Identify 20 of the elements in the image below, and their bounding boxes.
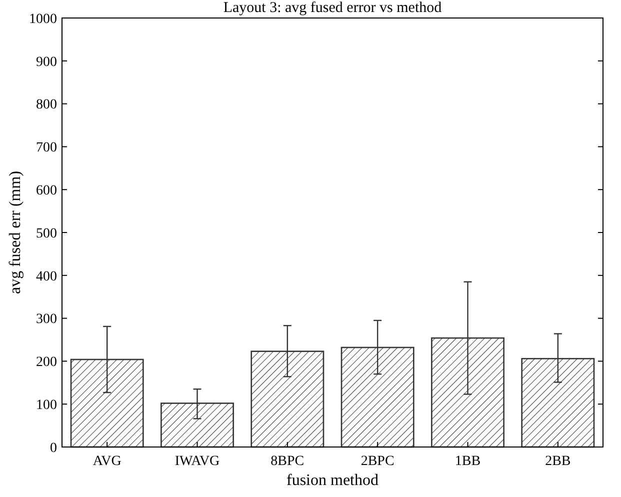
x-axis-title: fusion method bbox=[286, 472, 378, 489]
x-tick-label: 1BB bbox=[454, 454, 481, 469]
x-tick-label: 8BPC bbox=[270, 454, 304, 469]
y-tick-label: 800 bbox=[36, 98, 57, 113]
x-tick-label: 2BB bbox=[545, 454, 571, 469]
x-tick-label: AVG bbox=[92, 454, 122, 469]
x-tick-label: IWAVG bbox=[174, 454, 220, 469]
y-tick-label: 600 bbox=[36, 184, 57, 198]
y-axis-title: avg fused err (mm) bbox=[7, 170, 24, 294]
y-tick-label: 700 bbox=[36, 140, 57, 156]
chart-title: Layout 3: avg fused error vs method bbox=[223, 0, 442, 16]
x-tick-label: 2BPC bbox=[360, 454, 394, 469]
y-tick-label: 400 bbox=[36, 269, 57, 284]
y-tick-label: 900 bbox=[36, 54, 57, 70]
y-tick-label: 300 bbox=[36, 312, 57, 328]
y-tick-label: 0 bbox=[50, 440, 57, 456]
y-tick-label: 100 bbox=[36, 398, 57, 413]
y-tick-label: 1000 bbox=[29, 12, 57, 27]
y-tick-label: 200 bbox=[36, 355, 57, 370]
y-tick-label: 500 bbox=[36, 226, 57, 242]
